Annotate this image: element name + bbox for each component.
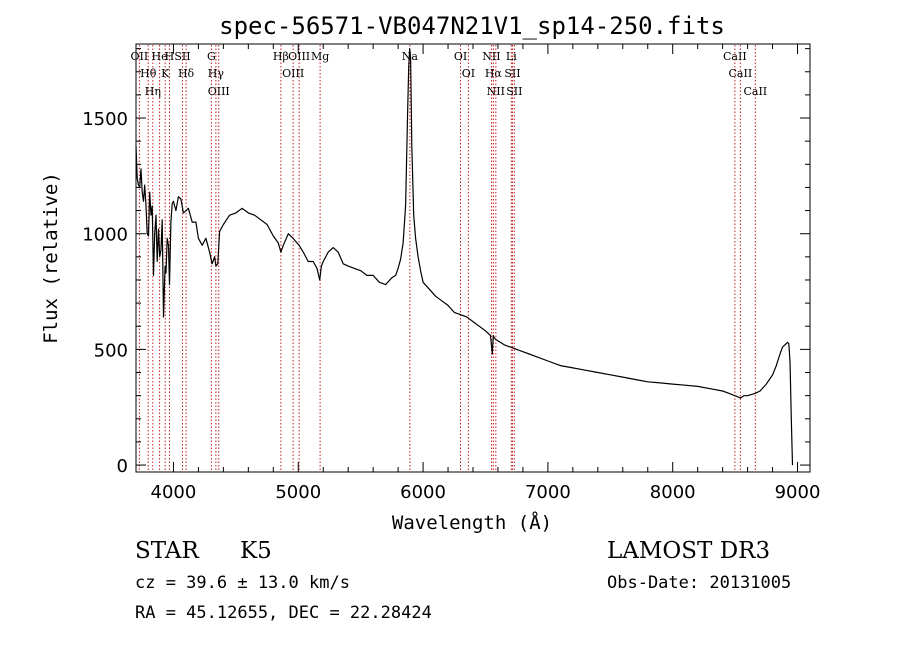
marker-label: OIII bbox=[208, 85, 230, 98]
marker-label: SII bbox=[506, 85, 522, 98]
survey-name: LAMOST DR3 bbox=[607, 538, 771, 564]
x-tick-label: 7000 bbox=[525, 482, 571, 503]
marker-label: NII bbox=[482, 50, 500, 63]
y-axis-ticks: 0 500 1000 1500 bbox=[82, 48, 810, 477]
marker-label: Hα bbox=[485, 67, 503, 80]
x-tick-label: 5000 bbox=[275, 482, 321, 503]
spectrum-line bbox=[135, 48, 794, 466]
marker-label: Hθ bbox=[140, 67, 157, 80]
x-tick-label: 6000 bbox=[400, 482, 446, 503]
marker-label: OIII bbox=[282, 67, 304, 80]
marker-label: Hγ bbox=[208, 67, 225, 80]
marker-label: NII bbox=[487, 85, 505, 98]
y-axis-label: Flux (relative) bbox=[40, 172, 62, 344]
marker-label: K bbox=[161, 67, 170, 80]
marker-label: OI bbox=[454, 50, 467, 63]
object-class: STAR bbox=[135, 538, 199, 564]
marker-label: Hβ bbox=[273, 50, 289, 63]
marker-label: OII bbox=[131, 50, 149, 63]
object-subclass: K5 bbox=[240, 538, 272, 564]
spectrum-series bbox=[135, 48, 794, 466]
y-tick-label: 500 bbox=[94, 340, 128, 361]
marker-label: Li bbox=[506, 50, 517, 63]
x-tick-label: 4000 bbox=[151, 482, 197, 503]
marker-label: CaII bbox=[743, 85, 767, 98]
x-tick-label: 9000 bbox=[775, 482, 821, 503]
marker-label: CaII bbox=[723, 50, 747, 63]
emission-line-markers bbox=[138, 45, 756, 471]
marker-label: H bbox=[165, 50, 175, 63]
marker-label: SII bbox=[504, 67, 520, 80]
marker-label: Hη bbox=[145, 85, 161, 98]
marker-label: SII bbox=[174, 50, 190, 63]
marker-label: CaII bbox=[729, 67, 753, 80]
observation-date: Obs-Date: 20131005 bbox=[607, 573, 792, 593]
redshift-velocity: cz = 39.6 ± 13.0 km/s bbox=[135, 573, 350, 593]
marker-label: Hδ bbox=[178, 67, 195, 80]
marker-label: OI bbox=[462, 67, 475, 80]
sky-coordinates: RA = 45.12655, DEC = 22.28424 bbox=[135, 603, 432, 623]
marker-label: OIII bbox=[288, 50, 310, 63]
x-axis-ticks: 4000 5000 6000 7000 8000 9000 bbox=[151, 44, 821, 503]
y-tick-label: 1000 bbox=[82, 225, 128, 246]
y-tick-label: 1500 bbox=[82, 109, 128, 130]
marker-label: G bbox=[207, 50, 216, 63]
x-tick-label: 8000 bbox=[650, 482, 696, 503]
marker-label: Mg bbox=[311, 50, 329, 63]
chart-title: spec-56571-VB047N21V1_sp14-250.fits bbox=[219, 12, 725, 40]
plot-frame bbox=[135, 43, 811, 473]
marker-label: He bbox=[152, 50, 168, 63]
x-axis-label: Wavelength (Å) bbox=[392, 511, 552, 534]
y-tick-label: 0 bbox=[117, 456, 128, 477]
